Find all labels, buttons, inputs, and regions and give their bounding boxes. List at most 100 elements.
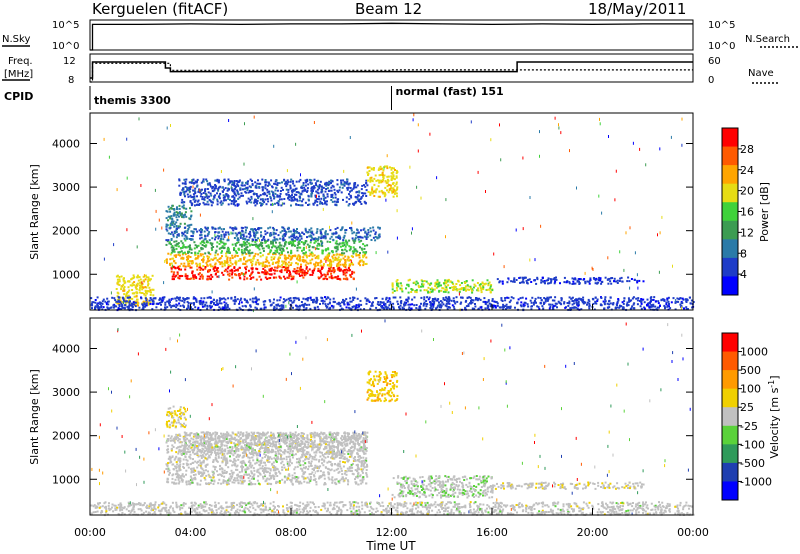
range-cell [165,468,168,470]
range-cell [363,227,366,230]
range-cell [439,303,442,306]
range-cell [416,282,419,285]
range-cell [381,191,384,194]
range-cell [259,255,262,258]
range-cell [222,194,225,197]
range-cell [583,278,586,280]
range-cell [130,278,133,281]
range-cell [283,228,286,230]
range-cell-sparse [417,123,419,127]
range-cell [303,480,306,483]
range-cell [217,188,220,190]
range-cell [217,189,220,192]
range-cell [649,305,652,308]
range-cell [291,240,294,242]
range-cell [224,268,227,271]
range-cell [299,464,302,467]
range-cell [355,186,358,189]
range-cell [206,182,209,185]
range-cell [689,296,691,299]
range-cell-sparse [123,301,124,305]
range-cell [431,288,434,291]
range-cell [290,204,292,207]
range-cell [302,182,305,184]
range-cell [314,306,317,309]
range-cell [347,183,350,186]
range-cell [124,301,127,304]
range-cell [443,299,446,301]
range-cell [246,202,249,205]
range-cell [250,481,253,484]
range-cell [243,256,245,259]
range-cell [262,250,265,252]
range-cell [316,185,319,188]
range-cell [279,237,282,240]
range-cell [345,250,348,253]
range-cell [315,247,318,250]
range-cell [170,239,173,241]
range-cell [285,193,288,196]
range-cell [431,300,434,302]
range-cell [342,179,345,182]
range-cell [194,297,197,300]
range-cell [221,186,224,189]
range-cell [432,305,435,308]
range-cell [247,252,250,255]
range-cell [255,201,258,204]
range-cell [204,226,207,229]
range-cell [320,237,323,240]
range-cell [240,245,243,248]
range-cell [391,285,394,288]
range-cell [323,277,326,280]
range-cell [249,234,252,237]
range-cell [501,282,504,285]
range-cell [358,305,361,308]
range-cell [168,298,171,301]
range-cell [448,306,451,309]
range-cell [313,241,316,244]
range-cell [302,460,305,463]
colorbar-swatch [722,183,738,203]
range-cell [271,185,273,188]
range-cell [239,308,242,311]
range-cell [224,199,227,202]
range-cell [277,234,280,237]
range-cell [378,226,381,229]
range-cell [293,196,295,198]
range-cell [438,301,440,304]
range-cell [371,186,374,189]
range-cell [522,303,525,306]
range-cell [379,165,382,168]
range-cell [474,305,477,308]
colorbar-tick-label: 8 [740,247,747,260]
range-cell [349,190,351,193]
range-cell [608,300,610,303]
range-cell [302,248,305,251]
range-cell [588,300,591,303]
range-cell [251,184,254,187]
range-cell [176,266,179,269]
range-cell [169,217,172,220]
range-cell [294,193,296,196]
range-cell [339,237,342,240]
range-cell [181,299,184,302]
range-cell [223,178,226,181]
range-cell [235,269,238,272]
range-cell [429,303,432,306]
range-cell [303,272,306,274]
range-cell [370,179,373,182]
range-cell [252,228,255,231]
range-cell [345,196,348,199]
range-cell [318,183,321,186]
range-cell-sparse [252,309,254,313]
range-cell [547,277,550,280]
range-cell [358,236,361,239]
range-cell [577,304,580,307]
range-cell [252,276,255,279]
range-cell [509,305,512,308]
range-cell [130,304,133,307]
range-cell [242,235,245,238]
range-cell [222,190,224,193]
range-cell [201,305,204,308]
range-cell [231,263,234,266]
